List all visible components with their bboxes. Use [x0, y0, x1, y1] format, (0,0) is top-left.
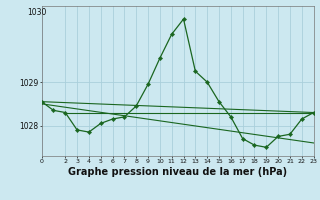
Text: 1030: 1030 [28, 8, 47, 17]
X-axis label: Graphe pression niveau de la mer (hPa): Graphe pression niveau de la mer (hPa) [68, 167, 287, 177]
